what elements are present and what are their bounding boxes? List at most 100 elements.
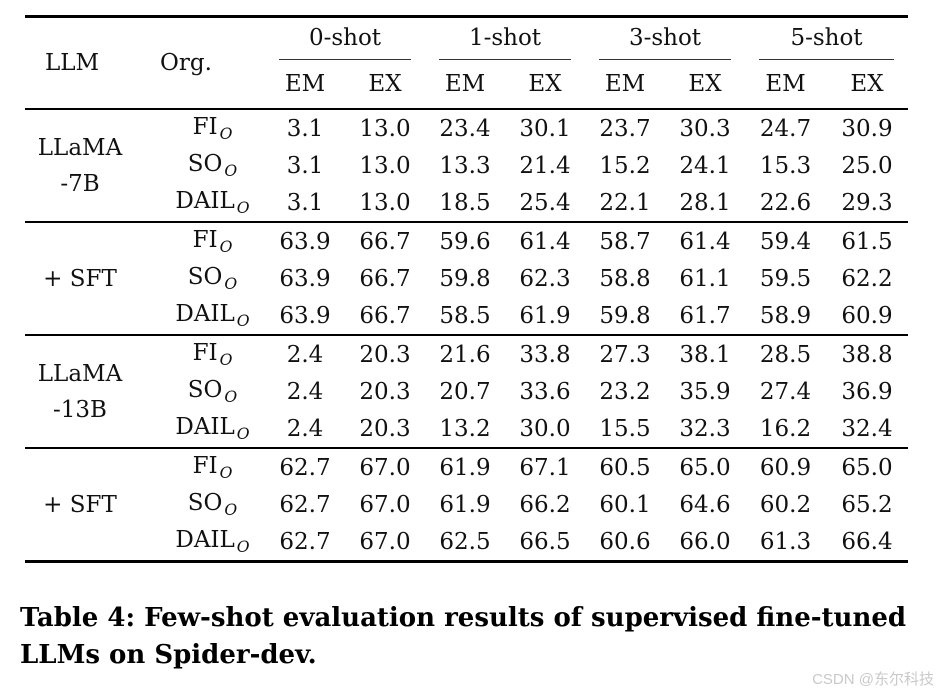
org-cell: SO O [135, 373, 265, 410]
value-cell: 23.2 [599, 378, 651, 405]
metric-header-em: EM [265, 60, 345, 110]
column-header-llm: LLM [25, 16, 135, 110]
table-row: DAIL O 3.1 13.0 18.5 25.4 22.1 28.1 22.6 … [25, 184, 908, 223]
org-label: DAIL [175, 187, 235, 214]
table-row: DAIL O 2.4 20.3 13.2 30.0 15.5 32.3 16.2 … [25, 410, 908, 449]
table-row: LLaMA -13B FI O 2.4 20.3 21.6 33.8 27.3 3… [25, 335, 908, 449]
org-subscript: O [219, 350, 233, 370]
value-cell: 61.5 [841, 228, 893, 255]
llm-group-label: + SFT [25, 448, 135, 563]
metric-header-ex: EX [826, 60, 908, 110]
value-cell: 13.3 [439, 152, 491, 179]
value-cell: 38.1 [679, 341, 731, 368]
org-label: DAIL [175, 300, 235, 327]
value-cell: 66.7 [359, 265, 411, 292]
value-cell: 65.0 [841, 454, 893, 481]
metric-header-ex: EX [665, 60, 745, 110]
value-cell: 30.1 [519, 115, 571, 142]
value-cell: 2.4 [286, 341, 324, 368]
value-cell: 58.9 [745, 297, 826, 336]
value-cell: 58.5 [425, 297, 505, 336]
caption-line-1: Table 4: Few-shot evaluation results of … [20, 603, 907, 633]
table-row: SO O 3.1 13.0 13.3 21.4 15.2 24.1 15.3 25… [25, 147, 908, 184]
shot-group-label: 5-shot [759, 18, 894, 60]
value-cell: 25.4 [505, 184, 585, 223]
column-header-3-shot: 3-shot [585, 17, 745, 60]
value-cell: 63.9 [279, 228, 331, 255]
metric-header-ex: EX [345, 60, 425, 110]
value-cell: 60.6 [585, 523, 665, 563]
value-cell: 2.4 [286, 378, 324, 405]
column-header-1-shot: 1-shot [425, 17, 585, 60]
value-cell: 13.0 [345, 184, 425, 223]
value-cell: 58.7 [599, 228, 651, 255]
value-cell: 38.8 [841, 341, 893, 368]
value-cell: 20.3 [359, 378, 411, 405]
value-cell: 3.1 [286, 115, 324, 142]
value-cell: 59.8 [585, 297, 665, 336]
value-cell: 65.2 [841, 491, 893, 518]
value-cell: 60.5 [599, 454, 651, 481]
org-label: DAIL [175, 413, 235, 440]
value-cell: 20.7 [439, 378, 491, 405]
value-cell: 66.7 [345, 297, 425, 336]
shot-group-label: 0-shot [279, 18, 411, 60]
header-row-metrics: EM EX EM EX EM EX EM EX [25, 60, 908, 110]
llm-group-label: LLaMA -7B [25, 109, 135, 223]
org-cell: SO O [135, 260, 265, 297]
value-cell: 59.5 [759, 265, 812, 292]
value-cell: 22.6 [745, 184, 826, 223]
org-subscript: O [224, 500, 238, 520]
table-caption: Table 4: Few-shot evaluation results of … [20, 600, 925, 674]
value-cell: 62.5 [425, 523, 505, 563]
org-cell: FI O [135, 448, 265, 486]
value-cell: 35.9 [679, 378, 731, 405]
value-cell: 33.6 [519, 378, 571, 405]
value-cell: 20.3 [345, 410, 425, 449]
table-row: LLaMA -7B FI O 3.1 13.0 23.4 30.1 23.7 30… [25, 109, 908, 223]
value-cell: 60.9 [759, 454, 812, 481]
org-cell: SO O [135, 147, 265, 184]
org-cell: FI O [135, 222, 265, 260]
value-cell: 62.7 [265, 523, 345, 563]
results-table: LLM Org. 0-shot 1-shot 3-shot 5-shot EM … [25, 15, 908, 563]
column-header-5-shot: 5-shot [745, 17, 908, 60]
org-label: SO [187, 150, 223, 177]
org-subscript: O [236, 537, 250, 557]
org-subscript: O [224, 274, 238, 294]
metric-header-em: EM [425, 60, 505, 110]
value-cell: 67.0 [359, 454, 411, 481]
value-cell: 13.2 [425, 410, 505, 449]
value-cell: 61.1 [679, 265, 731, 292]
value-cell: 66.0 [665, 523, 745, 563]
org-cell: FI O [135, 109, 265, 147]
value-cell: 65.0 [679, 454, 731, 481]
value-cell: 67.0 [345, 523, 425, 563]
value-cell: 24.1 [679, 152, 731, 179]
org-subscript: O [219, 124, 233, 144]
value-cell: 61.7 [665, 297, 745, 336]
value-cell: 62.2 [841, 265, 893, 292]
value-cell: 63.9 [279, 265, 331, 292]
table-row: DAIL O 63.9 66.7 58.5 61.9 59.8 61.7 58.9… [25, 297, 908, 336]
org-label: FI [192, 339, 218, 366]
llm-group-label: + SFT [25, 222, 135, 336]
value-cell: 21.6 [439, 341, 491, 368]
value-cell: 63.9 [265, 297, 345, 336]
value-cell: 60.1 [599, 491, 651, 518]
value-cell: 66.5 [505, 523, 585, 563]
value-cell: 22.1 [585, 184, 665, 223]
value-cell: 28.5 [759, 341, 812, 368]
value-cell: 66.2 [519, 491, 571, 518]
value-cell: 62.7 [279, 454, 331, 481]
table-row: SO O 62.7 67.0 61.9 66.2 60.1 64.6 60.2 6… [25, 486, 908, 523]
table-row: + SFT FI O 63.9 66.7 59.6 61.4 58.7 61.4 … [25, 222, 908, 336]
value-cell: 13.0 [359, 152, 411, 179]
org-subscript: O [236, 198, 250, 218]
value-cell: 61.9 [439, 491, 491, 518]
metric-header-em: EM [745, 60, 826, 110]
org-label: FI [192, 113, 218, 140]
org-label: SO [187, 489, 223, 516]
value-cell: 60.2 [759, 491, 812, 518]
value-cell: 59.4 [759, 228, 812, 255]
